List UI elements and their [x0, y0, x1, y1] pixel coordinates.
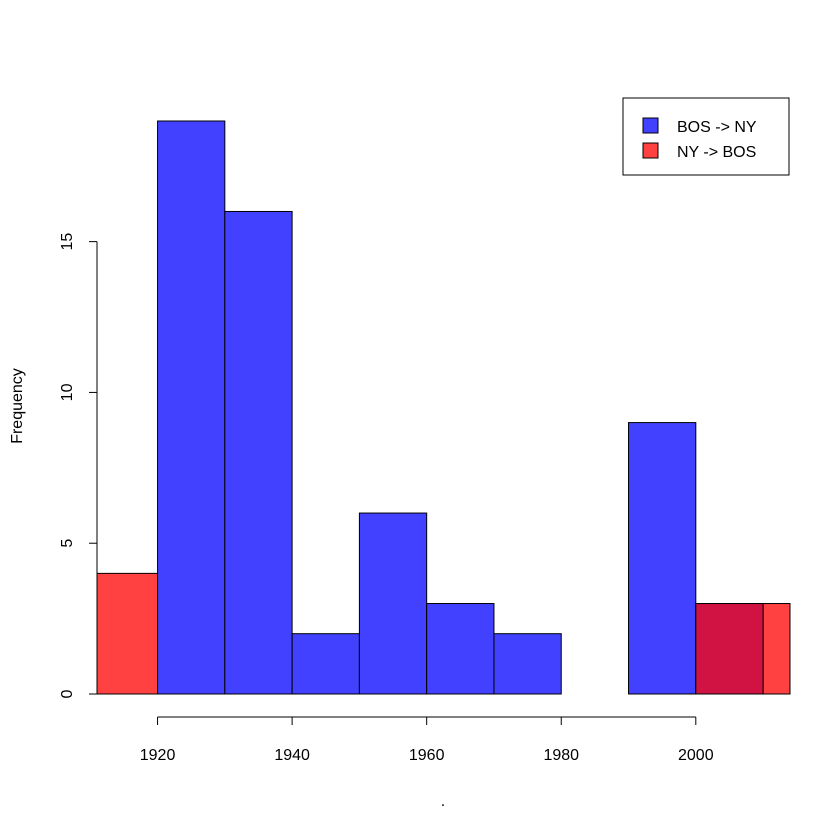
legend-swatch-0 [642, 117, 659, 134]
x-tick-label-2000: 2000 [678, 747, 714, 764]
y-tick-label-5: 5 [59, 539, 76, 548]
x-tick-label-1980: 1980 [543, 747, 579, 764]
legend-box [622, 97, 790, 176]
bar-series0-1940 [291, 633, 360, 695]
bars-layer [96, 120, 791, 695]
bar-series1-1911 [96, 572, 159, 695]
bar-series1-2010 [762, 603, 791, 695]
x-tick-label-1920: 1920 [140, 747, 176, 764]
bar-series0-1990 [628, 422, 697, 695]
legend-label-0: BOS -> NY [677, 119, 757, 136]
bar-series0-1970 [493, 633, 562, 695]
x-axis-label: . [441, 793, 445, 810]
y-tick-label-15: 15 [59, 233, 76, 251]
x-tick-label-1960: 1960 [409, 747, 445, 764]
legend: BOS -> NY NY -> BOS [622, 97, 790, 176]
y-axis: 0 5 10 15 [59, 233, 98, 698]
bar-overlap-2000 [695, 603, 764, 695]
bar-series0-1960 [426, 603, 495, 695]
y-tick-label-0: 0 [59, 689, 76, 698]
legend-swatch-1 [642, 142, 659, 159]
legend-label-1: NY -> BOS [677, 144, 756, 161]
y-tick-label-10: 10 [59, 383, 76, 401]
bar-series0-1930 [224, 210, 293, 695]
y-axis-label: Frequency [9, 368, 26, 444]
x-tick-label-1940: 1940 [274, 747, 310, 764]
x-axis: 1920 1940 1960 1980 2000 [140, 716, 714, 764]
bar-series0-1920 [157, 120, 226, 695]
bar-series0-1950 [358, 512, 428, 695]
